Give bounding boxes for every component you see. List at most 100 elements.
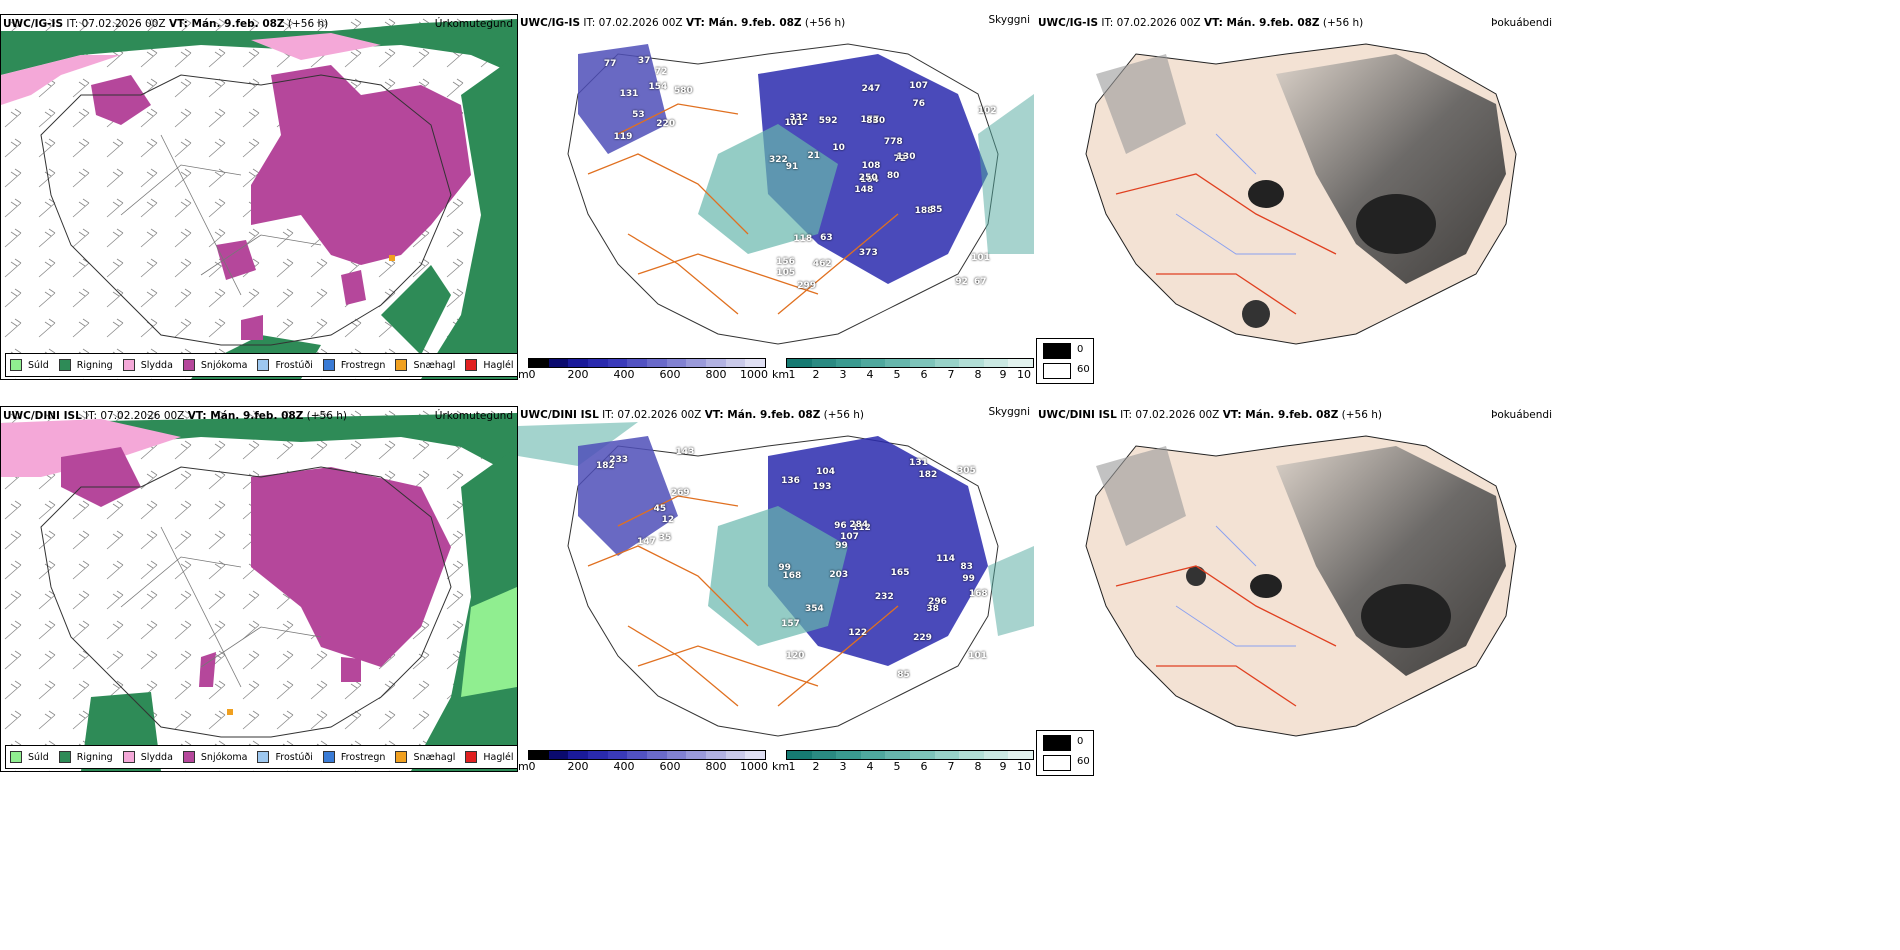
colorbar-tick: 6 <box>920 368 928 380</box>
visibility-value-label: 92 <box>955 277 968 288</box>
colorbar-tick: 4 <box>866 760 874 772</box>
visibility-value-label: 108 <box>861 160 881 171</box>
colorbar-tick: 4 <box>866 368 874 380</box>
visibility-value-label: 157 <box>781 618 800 629</box>
colorbar-tick: 2 <box>812 368 820 380</box>
colorbar-tick: 800 <box>705 760 727 772</box>
visibility-value-label: 168 <box>782 570 802 581</box>
colorbar-segment <box>934 751 960 759</box>
colorbar-tick: 400 <box>613 760 635 772</box>
legend-swatch <box>322 359 335 371</box>
colorbar-tick: 0 <box>528 368 536 380</box>
visibility-value-label: 250 <box>858 173 878 184</box>
legend-swatch <box>465 359 478 371</box>
visibility-value-label: 45 <box>653 503 667 514</box>
visibility-colorbar-top: km 1 2 3 4 5 6 7 8 9 10 <box>772 356 1034 380</box>
precip-type-map-top <box>1 15 517 379</box>
visibility-value-label: 119 <box>613 132 633 143</box>
visibility-value-label: 778 <box>883 136 903 147</box>
visibility-value-label: 85 <box>929 204 943 215</box>
legend-swatch <box>322 751 335 763</box>
colorbar-segment <box>686 751 707 759</box>
colorbar-segment <box>627 751 648 759</box>
visibility-value-label: 148 <box>854 185 874 196</box>
colorbar-tick: 8 <box>974 760 982 772</box>
visibility-value-label: 76 <box>912 98 926 109</box>
legend-swatch <box>257 751 270 763</box>
visibility-value-label: 63 <box>820 232 833 243</box>
colorbar-segment <box>725 359 746 367</box>
colorbar-tick: 5 <box>893 368 901 380</box>
legend-item: Frostregn <box>322 359 385 371</box>
visibility-value-label: 99 <box>778 563 791 574</box>
legend-swatch <box>122 751 135 763</box>
colorbar-tick: 200 <box>567 760 589 772</box>
panel-type-label-bottom-2: Skyggni <box>988 406 1031 418</box>
colorbar-tick: 9 <box>999 368 1007 380</box>
visibility-value-label: 53 <box>632 110 645 121</box>
visibility-value-label: 193 <box>812 482 832 493</box>
visibility-value-label: 21 <box>807 150 821 161</box>
height-colorbar-bottom: m 0 200 400 600 800 1000 <box>518 748 768 772</box>
colorbar-tick: 800 <box>705 368 727 380</box>
visibility-value-label: 147 <box>637 537 656 548</box>
colorbar-tick: 10 <box>1017 760 1031 772</box>
colorbar-tick: 9 <box>999 760 1007 772</box>
fog-panel-bottom: UWC/DINI ISL IT: 07.02.2026 00Z VT: Mán.… <box>1036 406 1556 772</box>
colorbar-unit: m <box>518 368 529 380</box>
fog-legend-label: 60 <box>1077 364 1090 375</box>
colorbar-tick: 0 <box>528 760 536 772</box>
visibility-value-label: 177 <box>860 115 880 126</box>
colorbar-segment <box>647 359 667 367</box>
colorbar-unit: km <box>772 368 790 380</box>
fog-legend-label: 0 <box>1077 344 1084 355</box>
fog-panel-top: UWC/IG-IS IT: 07.02.2026 00Z VT: Mán. 9.… <box>1036 14 1556 380</box>
colorbar-tick: 600 <box>659 760 681 772</box>
precip-type-panel-top: UWC/IG-IS IT: 07.02.2026 00Z VT: Mán. 9.… <box>0 14 518 380</box>
visibility-value-label: 101 <box>968 651 988 662</box>
visibility-value-label: 38 <box>926 603 939 614</box>
colorbar-segment <box>885 359 910 367</box>
visibility-value-label: 102 <box>977 105 997 116</box>
colorbar-tick: 1000 <box>740 760 768 772</box>
precip-legend-bottom: Súld Rigning Slydda Snjókoma Frostúði Fr… <box>5 745 517 769</box>
visibility-map-bottom <box>518 422 1034 737</box>
colorbar-segment <box>1008 359 1033 367</box>
colorbar-tick: 5 <box>893 760 901 772</box>
visibility-value-label: 164 <box>859 175 879 186</box>
colorbar-segment <box>647 751 667 759</box>
colorbar-tick: 7 <box>947 760 955 772</box>
legend-item: Frostúði <box>257 751 313 763</box>
colorbar-segment <box>860 359 886 367</box>
legend-swatch <box>122 359 135 371</box>
colorbar-tick: 7 <box>947 368 955 380</box>
colorbar-segment <box>706 751 726 759</box>
fog-map-top <box>1085 43 1517 345</box>
map-title-bottom-3: UWC/DINI ISL IT: 07.02.2026 00Z VT: Mán.… <box>1038 409 1383 421</box>
visibility-value-label: 305 <box>956 465 976 476</box>
visibility-value-label: 101 <box>971 253 990 264</box>
colorbar-segment <box>860 751 886 759</box>
panel-type-label-bottom-3: Þokuábendi <box>1491 409 1552 421</box>
legend-swatch <box>395 359 408 371</box>
legend-item: Snjókoma <box>182 359 247 371</box>
colorbar-segment <box>836 359 861 367</box>
visibility-value-label: 114 <box>936 553 956 564</box>
colorbar-segment <box>568 359 589 367</box>
legend-swatch <box>395 751 408 763</box>
visibility-value-label: 67 <box>973 277 987 288</box>
visibility-value-label: 229 <box>913 632 932 643</box>
colorbar-tick: 10 <box>1017 368 1031 380</box>
visibility-value-label: 322 <box>768 154 788 165</box>
colorbar-segment <box>588 751 608 759</box>
colorbar-segment <box>909 359 935 367</box>
legend-swatch <box>10 359 22 371</box>
colorbar-tick: 200 <box>567 368 589 380</box>
colorbar-tick: 6 <box>920 760 928 772</box>
colorbar-tick: 3 <box>839 760 847 772</box>
visibility-value-label: 332 <box>789 113 809 124</box>
colorbar-segment <box>588 359 608 367</box>
colorbar-segment <box>959 751 984 759</box>
precip-type-map-bottom <box>1 407 517 771</box>
colorbar-segment <box>529 751 549 759</box>
